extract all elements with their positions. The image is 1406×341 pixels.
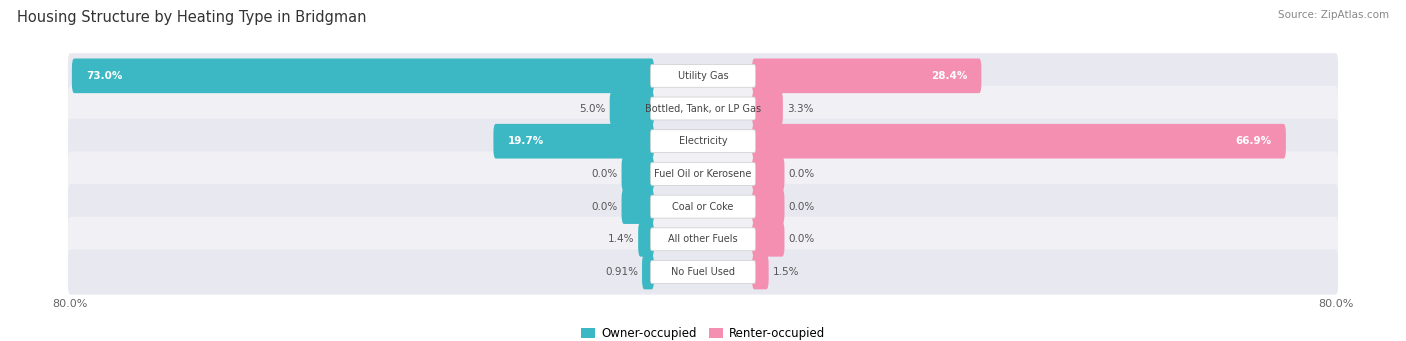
FancyBboxPatch shape [752,59,981,93]
FancyBboxPatch shape [67,217,1339,262]
Text: No Fuel Used: No Fuel Used [671,267,735,277]
Text: Housing Structure by Heating Type in Bridgman: Housing Structure by Heating Type in Bri… [17,10,367,25]
Text: 5.0%: 5.0% [579,104,606,114]
FancyBboxPatch shape [651,64,755,87]
FancyBboxPatch shape [67,53,1339,98]
FancyBboxPatch shape [651,162,755,186]
Text: 0.0%: 0.0% [592,202,617,212]
Text: 1.5%: 1.5% [773,267,799,277]
FancyBboxPatch shape [621,157,654,191]
FancyBboxPatch shape [67,184,1339,229]
Text: 28.4%: 28.4% [931,71,967,81]
FancyBboxPatch shape [651,130,755,153]
FancyBboxPatch shape [67,250,1339,295]
Text: All other Fuels: All other Fuels [668,234,738,244]
Text: 1.4%: 1.4% [607,234,634,244]
Text: Bottled, Tank, or LP Gas: Bottled, Tank, or LP Gas [645,104,761,114]
Text: Utility Gas: Utility Gas [678,71,728,81]
Text: 0.0%: 0.0% [789,234,814,244]
FancyBboxPatch shape [651,261,755,283]
FancyBboxPatch shape [752,222,785,257]
FancyBboxPatch shape [752,91,783,126]
Text: Fuel Oil or Kerosene: Fuel Oil or Kerosene [654,169,752,179]
FancyBboxPatch shape [752,255,769,289]
FancyBboxPatch shape [638,222,654,257]
Text: 0.0%: 0.0% [789,202,814,212]
FancyBboxPatch shape [67,151,1339,196]
FancyBboxPatch shape [643,255,654,289]
FancyBboxPatch shape [621,189,654,224]
FancyBboxPatch shape [67,86,1339,131]
Text: 73.0%: 73.0% [86,71,122,81]
FancyBboxPatch shape [651,195,755,218]
Text: Source: ZipAtlas.com: Source: ZipAtlas.com [1278,10,1389,20]
Text: 66.9%: 66.9% [1236,136,1271,146]
Text: 0.0%: 0.0% [789,169,814,179]
FancyBboxPatch shape [651,97,755,120]
FancyBboxPatch shape [752,124,1286,159]
Legend: Owner-occupied, Renter-occupied: Owner-occupied, Renter-occupied [581,327,825,340]
FancyBboxPatch shape [67,119,1339,164]
FancyBboxPatch shape [651,228,755,251]
Text: 19.7%: 19.7% [508,136,544,146]
Text: 3.3%: 3.3% [787,104,813,114]
FancyBboxPatch shape [752,157,785,191]
FancyBboxPatch shape [494,124,654,159]
FancyBboxPatch shape [752,189,785,224]
FancyBboxPatch shape [72,59,654,93]
Text: 0.0%: 0.0% [592,169,617,179]
FancyBboxPatch shape [610,91,654,126]
Text: Coal or Coke: Coal or Coke [672,202,734,212]
Text: 0.91%: 0.91% [605,267,638,277]
Text: Electricity: Electricity [679,136,727,146]
